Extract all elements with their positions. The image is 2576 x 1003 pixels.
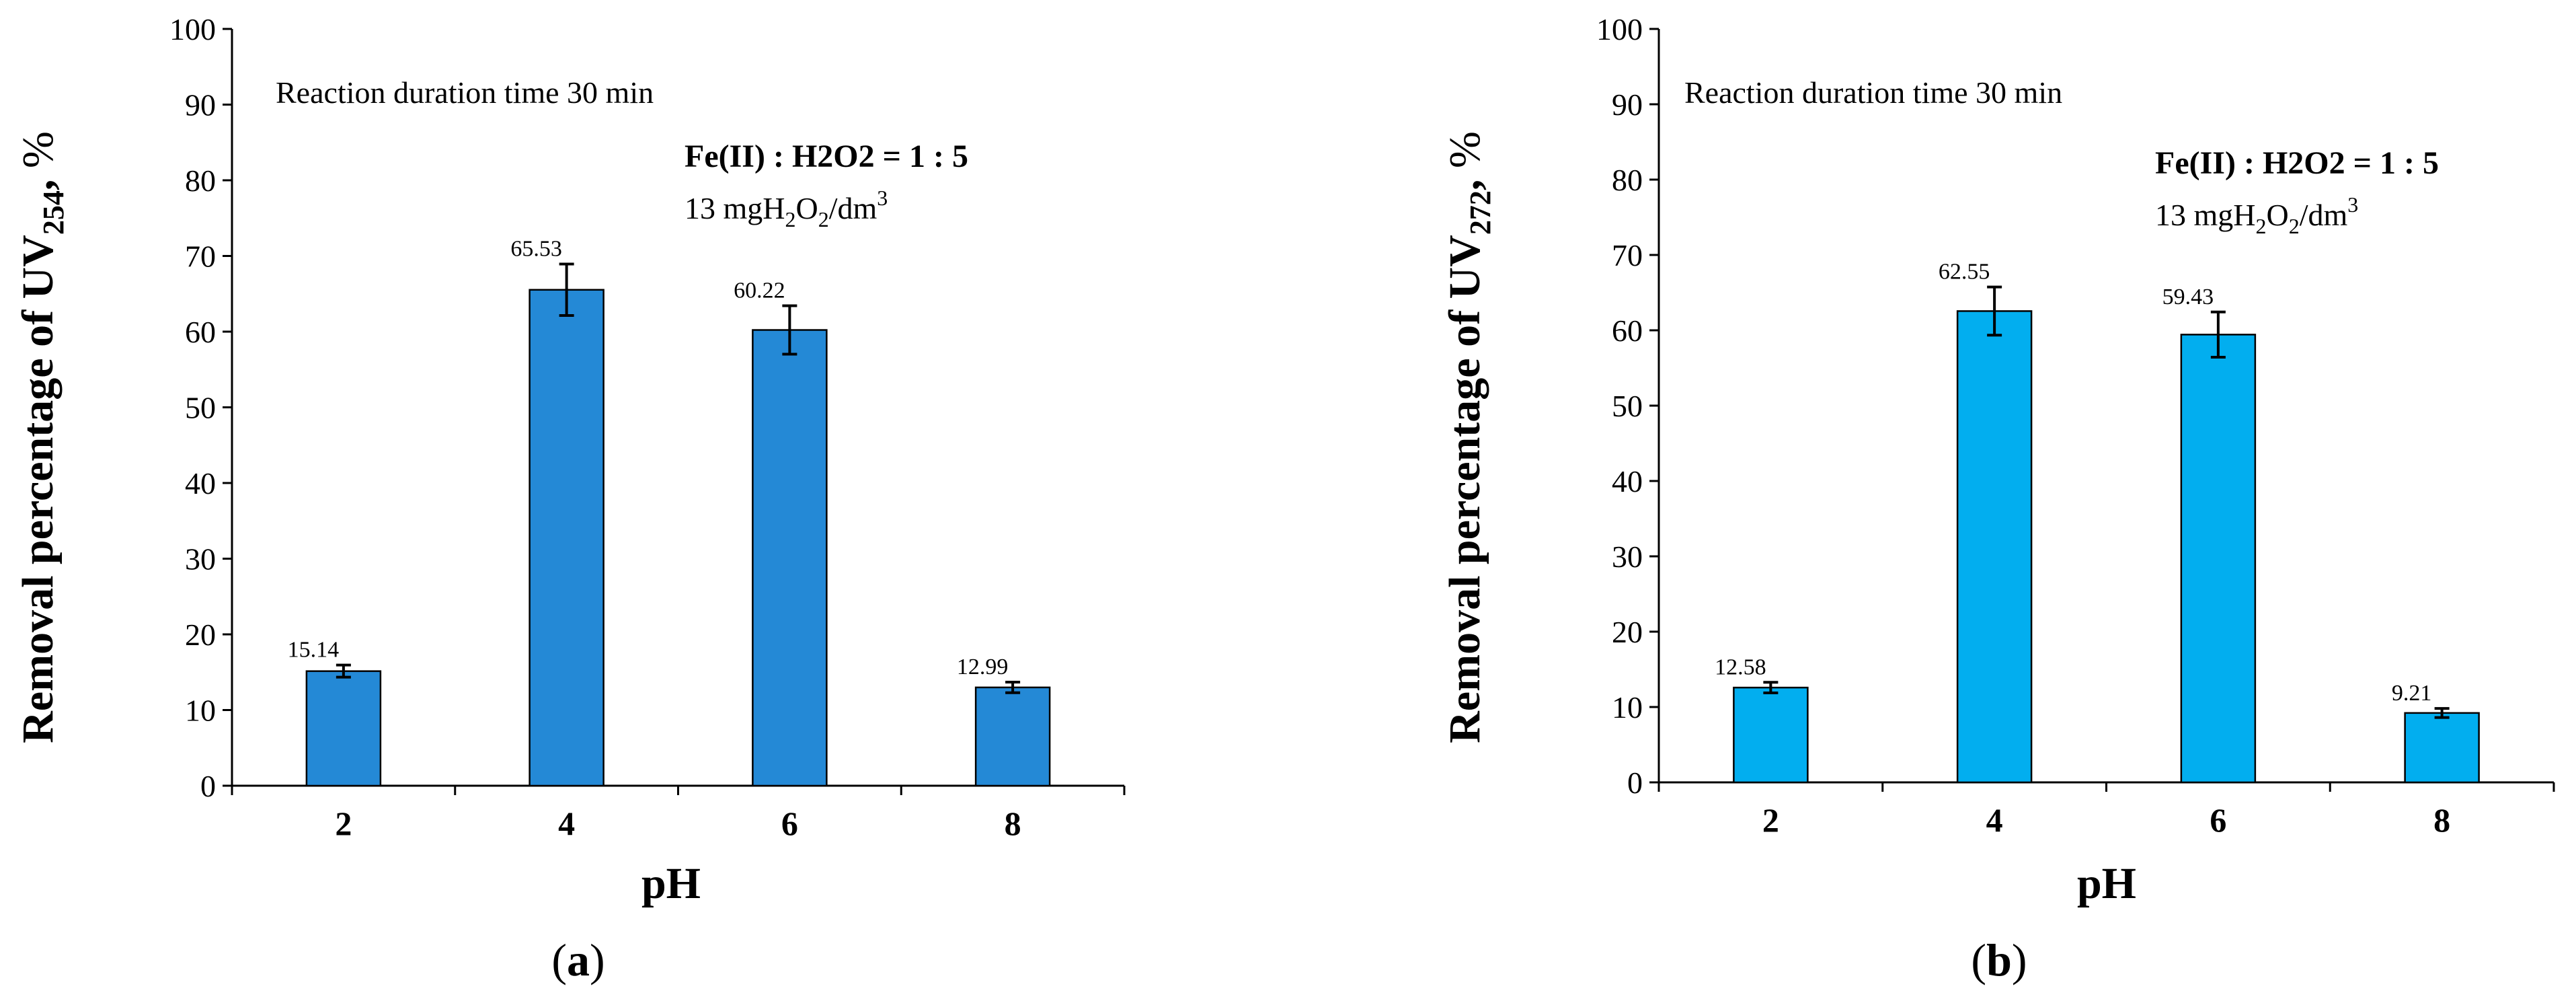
x-tick-label-b: 6 — [2210, 801, 2226, 839]
y-tick-label-b: 100 — [1596, 12, 1643, 46]
chart-panel-a: 0 10 20 30 40 50 60 70 80 90 100 15.14 2 65.53 4 60.22 6… — [13, 12, 1126, 986]
y-tick-label-b: 60 — [1612, 313, 1643, 348]
x-tick-label-b: 2 — [1762, 801, 1779, 839]
y-tick-label-a: 60 — [185, 315, 216, 349]
bar-a-8 — [974, 686, 1051, 787]
x-axis-title-a: pH — [641, 859, 701, 908]
dose-note-b: 13 mgH2O2/dm3 — [2155, 192, 2358, 238]
data-label-a: 60.22 — [734, 278, 785, 303]
y-tick-label-b: 30 — [1612, 540, 1643, 574]
dose-note-a: 13 mgH2O2/dm3 — [685, 186, 888, 231]
y-tick-label-b: 40 — [1612, 464, 1643, 498]
duration-note-a: Reaction duration time 30 min — [276, 75, 654, 110]
y-tick-label-a: 90 — [185, 88, 216, 122]
y-axis-title-a: Removal percentage of UV254, % — [13, 131, 70, 743]
x-tick-label-a: 2 — [335, 805, 352, 842]
y-tick-label-a: 70 — [185, 239, 216, 274]
bar-b-8 — [2404, 712, 2480, 784]
x-tick-label-a: 8 — [1005, 805, 1021, 842]
bar-b-6 — [2180, 334, 2257, 784]
y-tick-label-a: 30 — [185, 542, 216, 577]
bar-a-6 — [752, 329, 828, 787]
chart-panel-b: 0 10 20 30 40 50 60 70 80 90 100 12.58 2 62.55 4 59.43 6… — [1440, 12, 2555, 986]
y-axis-title-b: Removal percentage of UV272, % — [1440, 131, 1497, 743]
duration-note-b: Reaction duration time 30 min — [1684, 75, 2062, 110]
ratio-note-a: Fe(II) : H2O2 = 1 : 5 — [685, 139, 968, 174]
bar-a-2 — [305, 670, 382, 787]
y-tick-label-b: 0 — [1627, 766, 1643, 800]
x-tick-label-a: 4 — [558, 805, 575, 842]
x-tick-label-b: 8 — [2433, 801, 2450, 839]
y-tick-label-a: 40 — [185, 466, 216, 500]
y-tick-label-b: 50 — [1612, 389, 1643, 423]
x-axis-title-b: pH — [2077, 859, 2136, 908]
y-tick-label-a: 20 — [185, 618, 216, 652]
panel-label-a: (a) — [551, 934, 604, 986]
ratio-note-b: Fe(II) : H2O2 = 1 : 5 — [2155, 145, 2439, 181]
y-tick-label-a: 50 — [185, 391, 216, 425]
bar-b-4 — [1956, 310, 2033, 784]
bar-b-2 — [1733, 686, 1809, 784]
x-tick-label-b: 4 — [1986, 801, 2003, 839]
data-label-a: 15.14 — [288, 638, 340, 663]
y-tick-label-b: 10 — [1612, 690, 1643, 725]
bar-a-4 — [529, 289, 604, 787]
data-label-b: 59.43 — [2162, 285, 2214, 309]
y-tick-label-a: 100 — [169, 12, 216, 46]
y-tick-label-a: 10 — [185, 694, 216, 728]
data-label-a: 12.99 — [957, 655, 1009, 679]
x-tick-label-a: 6 — [781, 805, 798, 842]
y-tick-label-b: 80 — [1612, 163, 1643, 197]
y-tick-label-b: 70 — [1612, 238, 1643, 272]
data-label-b: 9.21 — [2392, 681, 2432, 706]
y-tick-label-b: 20 — [1612, 615, 1643, 649]
plot-area-a: 0 10 20 30 40 50 60 70 80 90 100 15.14 2 65.53 4 60.22 6… — [169, 12, 1126, 842]
y-tick-label-a: 0 — [200, 769, 216, 803]
plot-area-b: 0 10 20 30 40 50 60 70 80 90 100 12.58 2 62.55 4 59.43 6… — [1596, 12, 2555, 839]
data-label-b: 12.58 — [1715, 655, 1766, 679]
y-tick-label-b: 90 — [1612, 87, 1643, 122]
data-label-b: 62.55 — [1939, 260, 1990, 285]
y-tick-label-a: 80 — [185, 163, 216, 198]
data-label-a: 65.53 — [510, 237, 562, 262]
panel-label-b: (b) — [1971, 934, 2027, 986]
